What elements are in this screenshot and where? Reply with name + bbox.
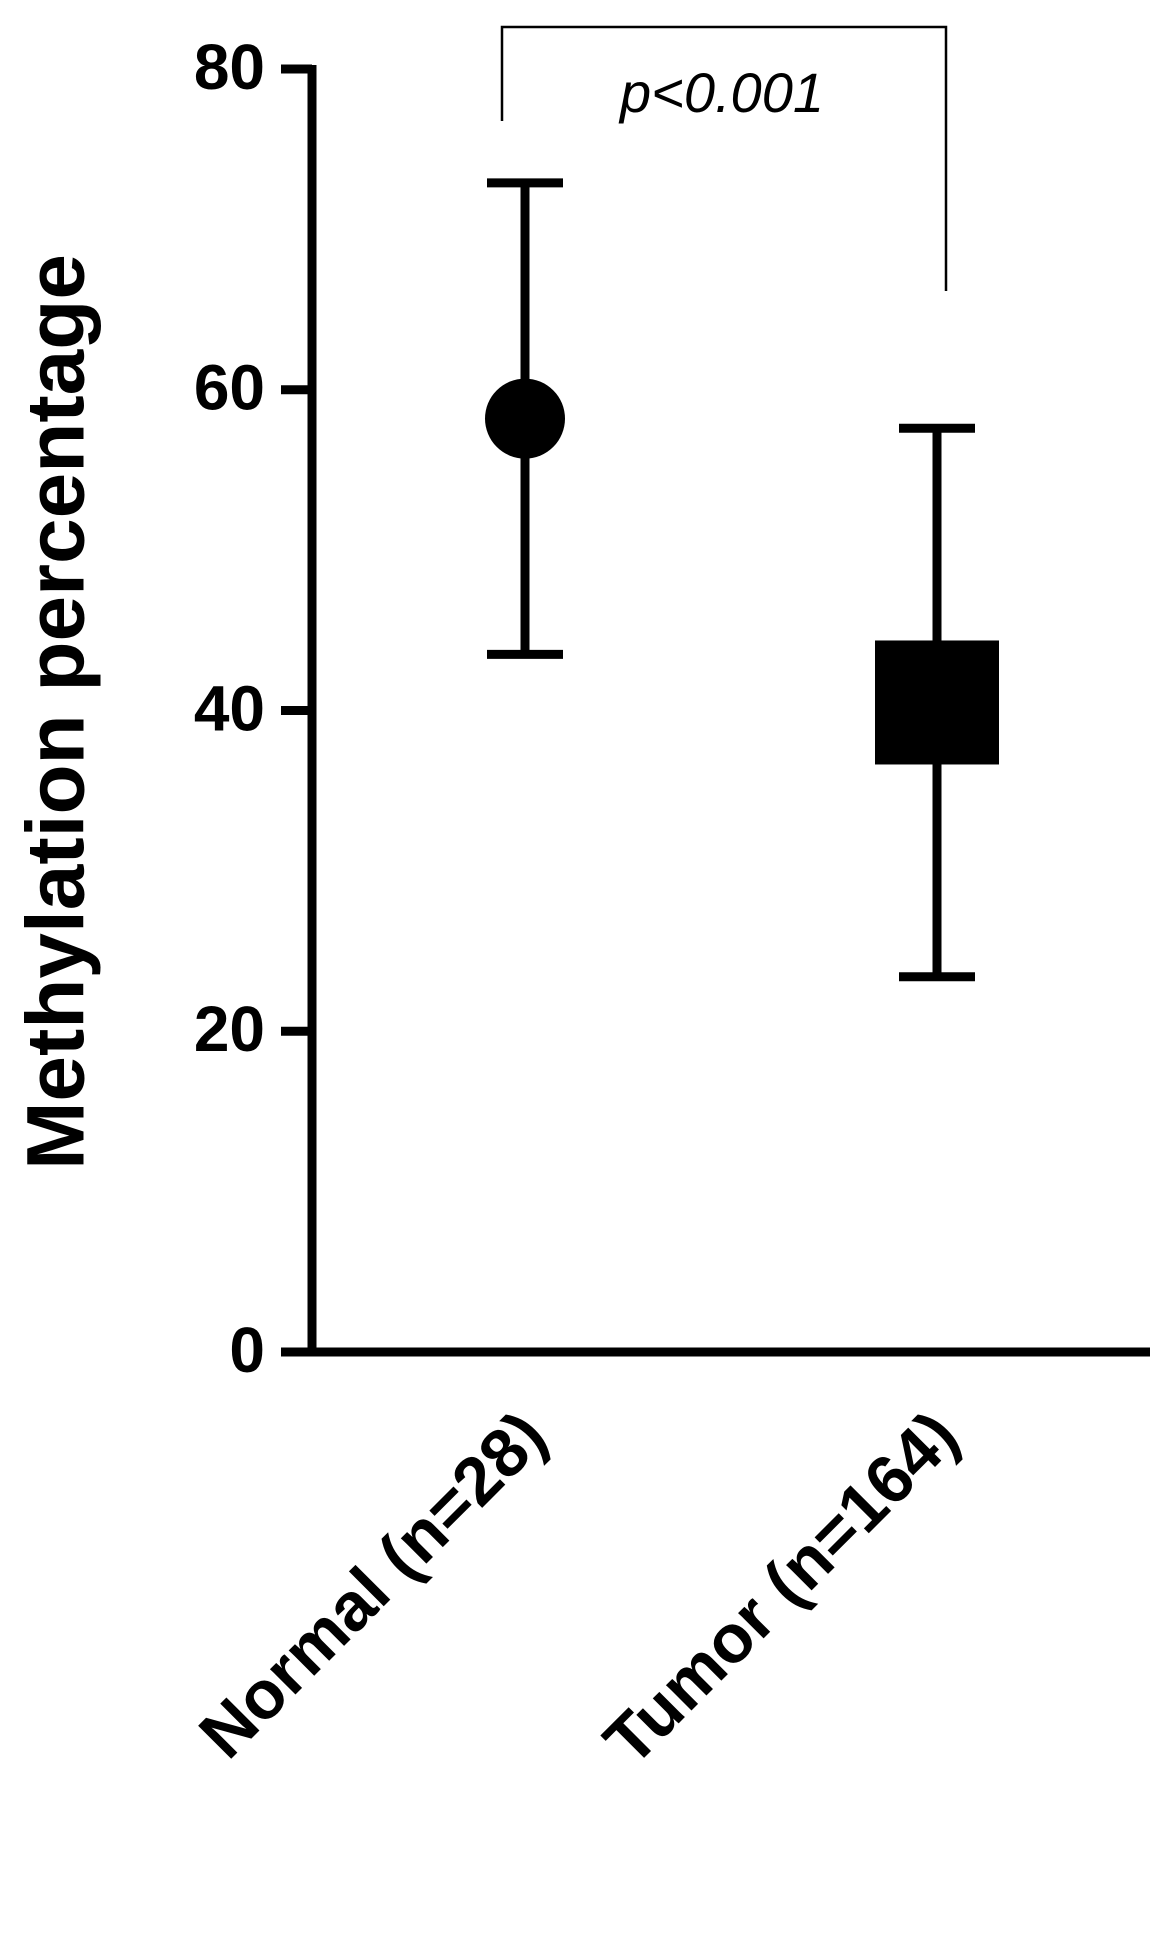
x-tick-label: Tumor (n=164) <box>590 1397 973 1780</box>
y-tick-label: 60 <box>194 352 265 424</box>
y-tick-label: 40 <box>194 672 265 744</box>
marker <box>875 640 999 765</box>
y-tick-label: 80 <box>194 31 265 103</box>
annotation: p<0.001 <box>618 61 824 124</box>
y-tick-label: 0 <box>229 1314 265 1386</box>
marker <box>485 378 565 459</box>
y-tick-label: 20 <box>194 993 265 1065</box>
significance-bracket <box>500 25 948 291</box>
y-axis-label: Methylation percentage <box>11 254 102 1170</box>
x-tick-label: Normal (n=28) <box>185 1397 561 1773</box>
